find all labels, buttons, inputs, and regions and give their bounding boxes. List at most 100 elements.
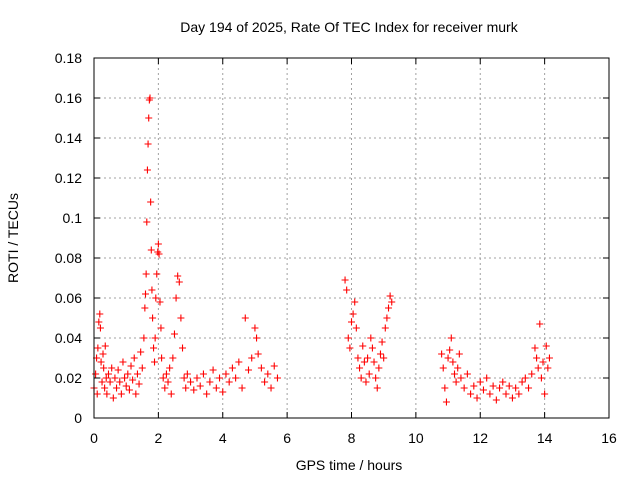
data-point xyxy=(154,240,162,248)
data-point xyxy=(438,350,446,358)
data-point xyxy=(161,384,169,392)
data-point xyxy=(460,384,468,392)
data-point xyxy=(97,358,105,366)
data-point xyxy=(124,370,132,378)
data-point xyxy=(156,298,164,306)
data-point xyxy=(476,378,484,386)
data-point xyxy=(545,354,553,362)
data-point xyxy=(452,378,460,386)
data-point xyxy=(364,354,372,362)
data-point xyxy=(187,378,195,386)
y-tick-label: 0.14 xyxy=(55,130,82,146)
data-point xyxy=(167,390,175,398)
data-point xyxy=(92,370,100,378)
data-point xyxy=(457,374,465,382)
data-point xyxy=(525,384,533,392)
x-tick-label: 2 xyxy=(154,430,162,446)
data-point xyxy=(483,374,491,382)
data-point xyxy=(193,374,201,382)
data-point xyxy=(381,324,389,332)
data-point xyxy=(439,364,447,372)
data-point xyxy=(467,390,475,398)
data-point xyxy=(135,380,143,388)
data-point xyxy=(180,374,188,382)
data-point xyxy=(362,378,370,386)
data-point xyxy=(101,384,109,392)
data-point xyxy=(341,276,349,284)
data-point xyxy=(179,344,187,352)
plot-frame xyxy=(93,57,610,419)
data-point xyxy=(172,294,180,302)
data-point xyxy=(142,270,150,278)
data-point xyxy=(370,358,378,366)
data-point xyxy=(162,370,170,378)
data-point xyxy=(111,374,119,382)
data-point xyxy=(359,342,367,350)
data-point xyxy=(378,338,386,346)
data-point xyxy=(149,314,157,322)
data-point xyxy=(536,320,544,328)
data-point xyxy=(206,378,214,386)
data-point xyxy=(225,378,233,386)
y-axis-label: ROTI / TECUs xyxy=(5,193,21,283)
data-point xyxy=(96,324,104,332)
data-point xyxy=(170,330,178,338)
data-point xyxy=(103,390,111,398)
data-point xyxy=(190,386,198,394)
y-tick-label: 0.02 xyxy=(55,370,82,386)
data-point xyxy=(140,334,148,342)
data-point xyxy=(93,390,101,398)
data-point xyxy=(372,374,380,382)
data-point xyxy=(261,378,269,386)
x-axis-label: GPS time / hours xyxy=(296,457,403,473)
data-point xyxy=(505,382,513,390)
x-tick-label: 8 xyxy=(348,430,356,446)
data-point xyxy=(248,354,256,362)
data-point xyxy=(441,384,449,392)
data-point xyxy=(365,370,373,378)
data-point xyxy=(196,382,204,390)
data-point xyxy=(386,292,394,300)
data-point xyxy=(106,378,114,386)
data-point xyxy=(455,350,463,358)
data-point xyxy=(463,370,471,378)
data-point xyxy=(174,272,182,280)
y-tick-label: 0.18 xyxy=(55,50,82,66)
data-point xyxy=(348,318,355,326)
data-point xyxy=(108,364,116,372)
data-point xyxy=(367,334,375,342)
data-point xyxy=(360,358,368,366)
y-tick-label: 0.08 xyxy=(55,250,82,266)
data-point xyxy=(166,364,174,372)
data-point xyxy=(376,350,384,358)
data-point xyxy=(346,344,354,352)
data-point xyxy=(117,390,125,398)
data-point xyxy=(388,298,396,306)
data-point xyxy=(113,384,121,392)
data-point xyxy=(145,114,153,122)
data-point xyxy=(129,376,137,384)
data-point xyxy=(98,378,106,386)
data-point xyxy=(253,334,261,342)
data-point xyxy=(143,218,151,226)
data-point xyxy=(451,370,458,378)
y-tick-label: 0.04 xyxy=(55,330,82,346)
y-tick-label: 0.1 xyxy=(63,210,83,226)
data-point xyxy=(449,358,457,366)
y-tick-label: 0.12 xyxy=(55,170,82,186)
x-tick-label: 6 xyxy=(283,430,291,446)
data-point xyxy=(122,382,130,390)
data-point xyxy=(96,310,104,318)
data-point xyxy=(101,342,109,350)
data-point xyxy=(212,384,220,392)
data-point xyxy=(232,374,240,382)
y-tick-label: 0.06 xyxy=(55,290,82,306)
data-point xyxy=(354,354,362,362)
data-point xyxy=(502,390,510,398)
data-point xyxy=(521,374,529,382)
data-point xyxy=(127,362,135,370)
data-point xyxy=(541,390,549,398)
data-point xyxy=(357,374,365,382)
data-point xyxy=(492,396,500,404)
data-point xyxy=(143,166,151,174)
